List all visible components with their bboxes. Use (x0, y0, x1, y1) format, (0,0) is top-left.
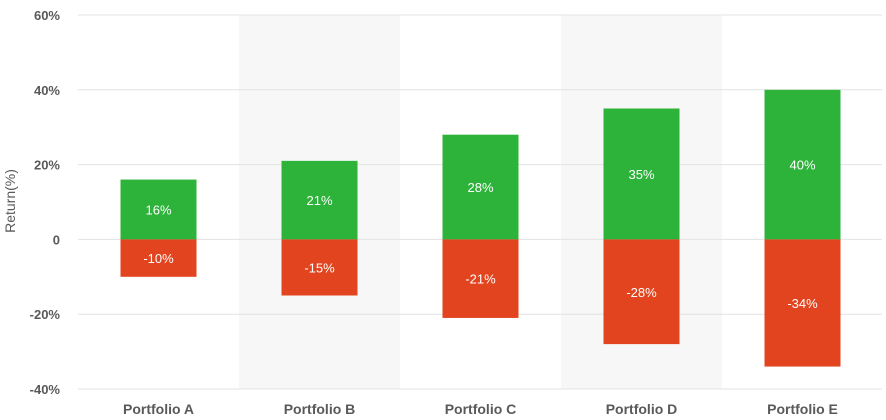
positive-bar (603, 108, 680, 240)
negative-bar (120, 239, 197, 277)
x-tick-label: Portfolio B (284, 401, 356, 417)
data-label: 35% (628, 167, 654, 182)
data-label: -10% (143, 251, 174, 266)
data-label: -15% (304, 260, 335, 275)
positive-bar (120, 179, 197, 240)
positive-bar (281, 160, 358, 240)
positive-bar (764, 89, 841, 240)
data-label: 21% (306, 193, 332, 208)
negative-bar (281, 239, 358, 296)
y-tick-label: -20% (30, 307, 61, 322)
x-tick-label: Portfolio E (767, 401, 838, 417)
x-tick-label: Portfolio D (606, 401, 678, 417)
y-tick-label: 40% (34, 83, 60, 98)
data-label: 40% (789, 158, 815, 173)
y-tick-labels: -40% -20% 0 20% 40% 60% (30, 8, 61, 397)
negative-bar (442, 239, 519, 318)
negative-bar (603, 239, 680, 345)
data-label: -21% (465, 272, 496, 287)
y-axis-title: Return(%) (2, 169, 18, 233)
x-tick-label: Portfolio A (123, 401, 194, 417)
x-tick-labels: Portfolio A Portfolio B Portfolio C Portfol… (123, 401, 838, 417)
data-label: 16% (145, 202, 171, 217)
data-label: -28% (626, 285, 657, 300)
y-tick-label: 60% (34, 8, 60, 23)
y-tick-label: -40% (30, 382, 61, 397)
negative-bar (764, 239, 841, 367)
data-label: 28% (467, 180, 493, 195)
data-label: -34% (787, 296, 818, 311)
x-tick-label: Portfolio C (445, 401, 517, 417)
bars: 16% 21% 28% 35% 40% -10% -15% -21% -28% -34% (120, 89, 841, 367)
y-tick-label: 20% (34, 158, 60, 173)
positive-bar (442, 134, 519, 240)
y-tick-label: 0 (53, 232, 60, 247)
